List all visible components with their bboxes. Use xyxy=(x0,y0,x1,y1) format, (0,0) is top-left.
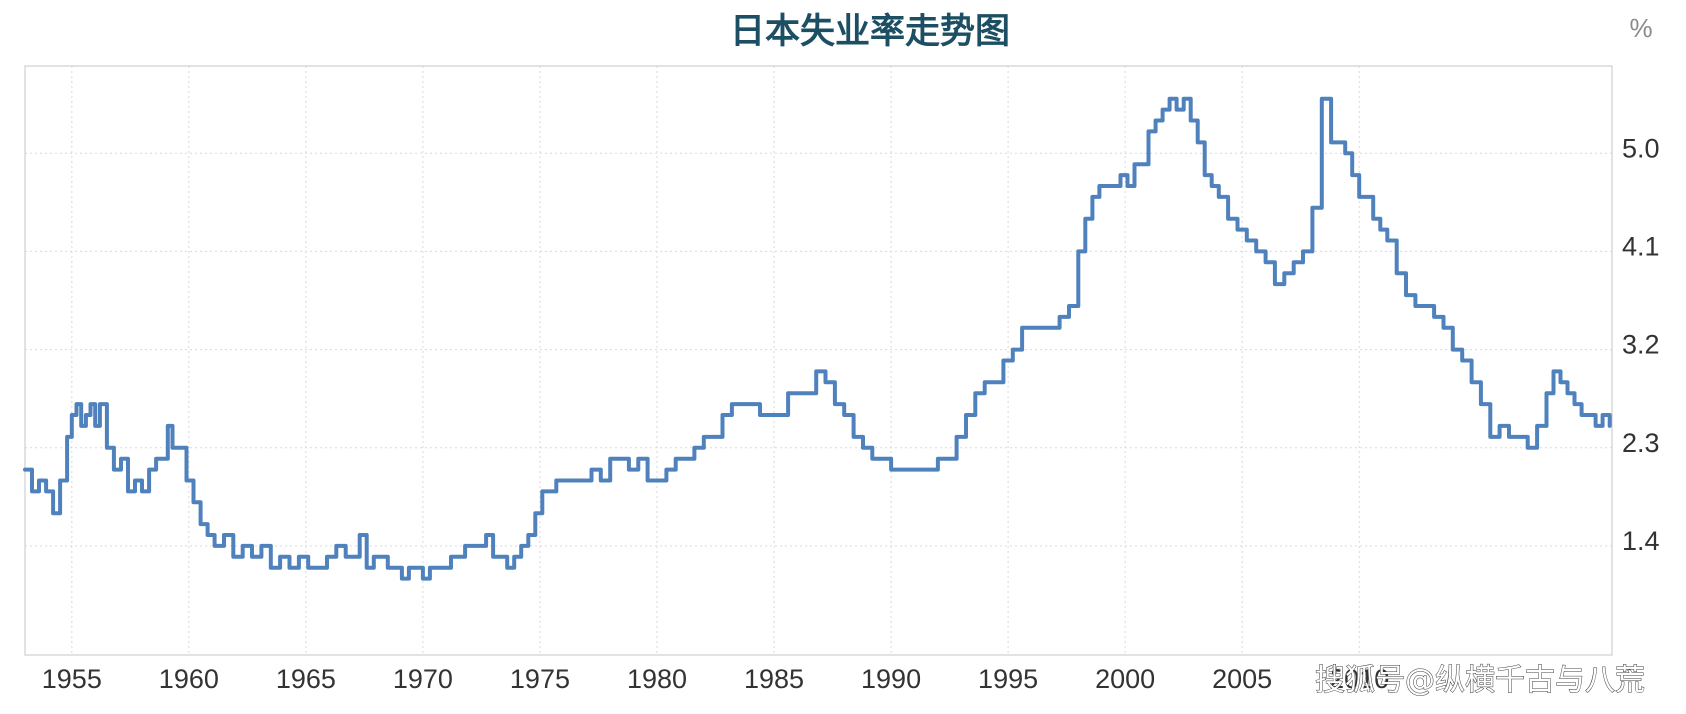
y-tick-label: 1.4 xyxy=(1622,526,1660,556)
watermark: 搜狐号@纵横千古与八荒 xyxy=(1315,663,1645,698)
grid xyxy=(25,66,1612,655)
x-tick-label: 1965 xyxy=(276,664,336,694)
y-tick-label: 4.1 xyxy=(1622,232,1660,262)
x-tick-label: 2010 xyxy=(1329,664,1389,694)
chart-title: 日本失业率走势图 xyxy=(730,12,1010,52)
x-tick-label: 2005 xyxy=(1212,664,1272,694)
x-tick-label: 1990 xyxy=(861,664,921,694)
y-tick-label: 5.0 xyxy=(1622,133,1660,163)
y-tick-label: 3.2 xyxy=(1622,330,1660,360)
x-tick-label: 1975 xyxy=(510,664,570,694)
x-tick-label: 1995 xyxy=(978,664,1038,694)
series-layer xyxy=(23,96,1612,581)
plot-frame xyxy=(24,65,1613,656)
x-axis-ticks: 1955 1960 1965 1970 1975 1980 1985 1990 1995 2000… xyxy=(42,664,1389,694)
y-tick-label: 2.3 xyxy=(1622,428,1660,458)
x-tick-label: 1980 xyxy=(627,664,687,694)
y-axis-ticks: 1.4 2.3 3.2 4.1 5.0 xyxy=(1622,133,1660,556)
x-tick-label: 2000 xyxy=(1095,664,1155,694)
x-tick-label: 1960 xyxy=(159,664,219,694)
unit-label: % xyxy=(1629,13,1652,43)
unemployment-rate-line xyxy=(23,96,1612,581)
x-tick-label: 1985 xyxy=(744,664,804,694)
x-tick-label: 1955 xyxy=(42,664,102,694)
x-tick-label: 1970 xyxy=(393,664,453,694)
